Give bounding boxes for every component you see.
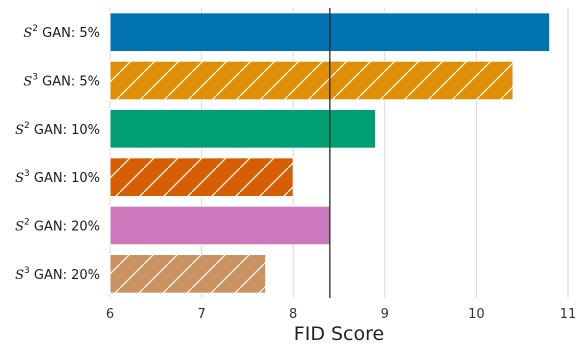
x-tick-label: 10 <box>468 307 485 322</box>
x-tick-label: 11 <box>560 307 577 322</box>
y-tick-label: S3 GAN: 5% <box>23 73 100 90</box>
x-tick-label: 8 <box>289 307 297 322</box>
y-tick-label: S2 GAN: 5% <box>23 24 100 41</box>
y-tick-label: S2 GAN: 10% <box>15 121 100 138</box>
bar <box>109 109 377 149</box>
bar-hatch <box>110 157 294 197</box>
x-tick-label: 9 <box>381 307 389 322</box>
y-tick-labels: S2 GAN: 5% S3 GAN: 5% S2 GAN: 10% S3 GAN: 1… <box>15 24 100 283</box>
bar <box>109 205 331 246</box>
y-tick-label: S3 GAN: 10% <box>15 169 100 186</box>
bars <box>109 12 551 294</box>
x-tick-label: 6 <box>106 307 114 322</box>
y-tick-label: S3 GAN: 20% <box>15 266 100 283</box>
bar-hatch <box>110 61 514 100</box>
y-tick-label: S2 GAN: 20% <box>15 218 100 235</box>
x-tick-label: 7 <box>197 307 205 322</box>
bar-hatch <box>110 254 266 294</box>
x-axis-label: FID Score <box>294 323 384 345</box>
grid-lines <box>109 8 569 298</box>
x-tick-labels: 6 7 8 9 10 11 <box>106 307 576 322</box>
